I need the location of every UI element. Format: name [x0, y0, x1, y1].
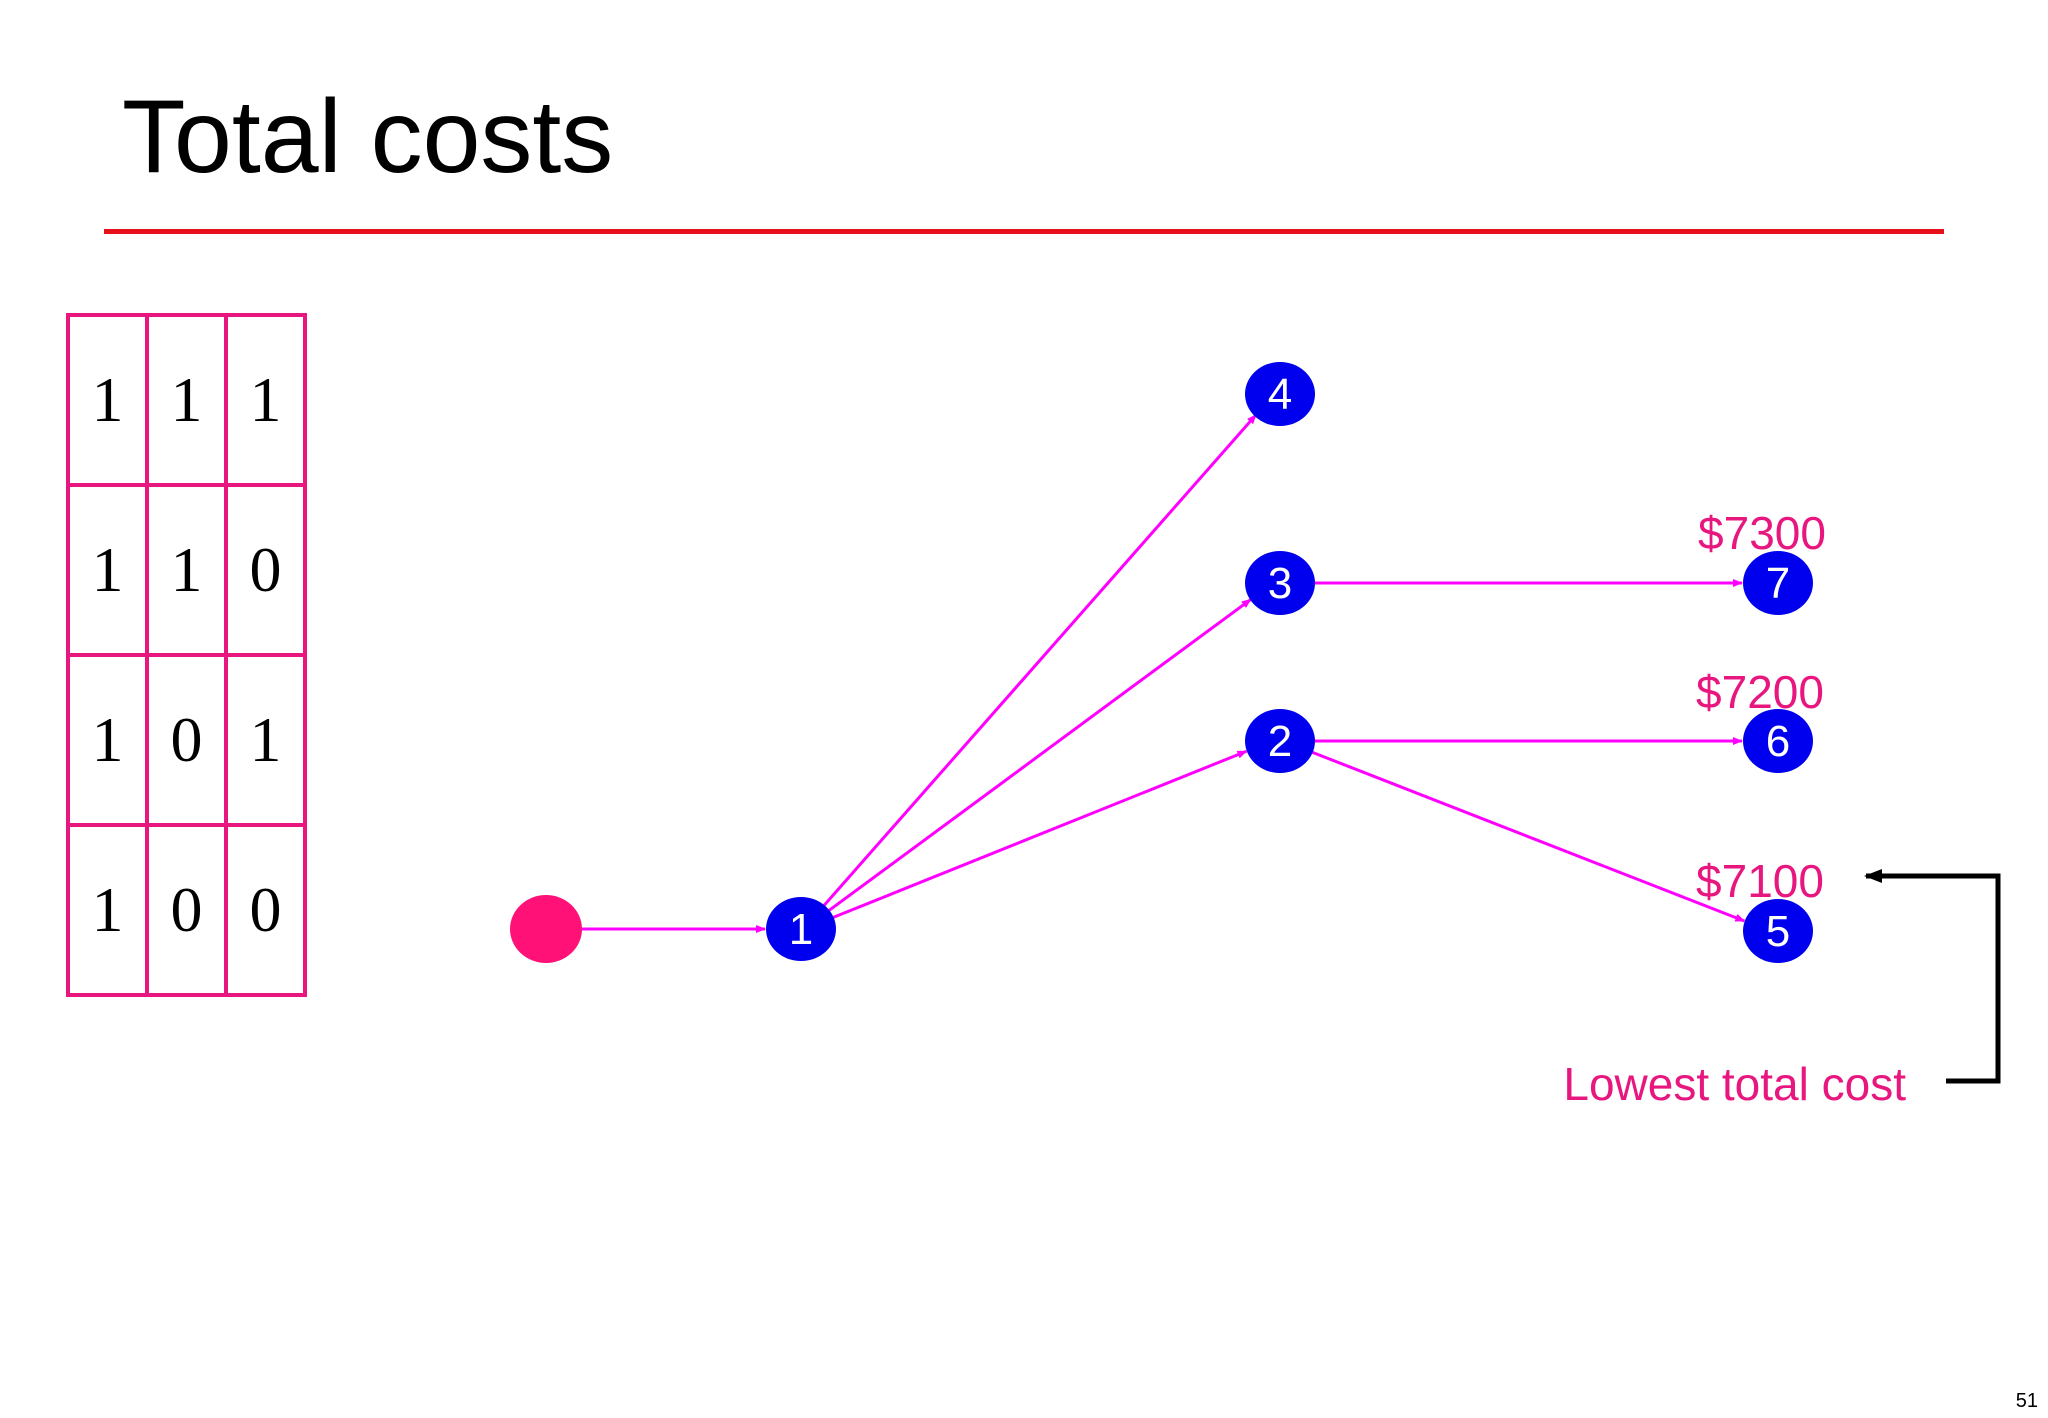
matrix-cell: 1 — [66, 313, 149, 487]
node-label: 6 — [1766, 717, 1790, 766]
node-circle — [1245, 362, 1315, 426]
node-circle — [1743, 709, 1813, 773]
node-circle — [1743, 899, 1813, 963]
tree-node-4: 4 — [1245, 362, 1315, 426]
matrix-cell: 0 — [145, 653, 228, 827]
cost-label-node-5: $7100 — [1696, 855, 1824, 907]
matrix-cell: 1 — [66, 653, 149, 827]
matrix-cell: 0 — [145, 823, 228, 997]
node-circle — [766, 897, 836, 961]
tree-node-5: 5 — [1743, 899, 1813, 963]
page-number: 51 — [2015, 1390, 2038, 1412]
edge-2-to-5 — [1308, 749, 1746, 923]
binary-matrix: 1 1 1 1 1 0 1 0 1 1 0 0 — [66, 313, 307, 997]
slide-title: Total costs — [122, 79, 614, 195]
node-circle — [1743, 551, 1813, 615]
lowest-cost-pointer-arrow — [1864, 869, 2001, 1084]
node-label: 7 — [1766, 559, 1790, 608]
matrix-cell: 1 — [224, 653, 307, 827]
node-circle — [1245, 551, 1315, 615]
node-circle — [1245, 709, 1315, 773]
edge-1-to-2 — [829, 749, 1248, 921]
tree-nodes: 1 2 3 4 5 6 7 — [510, 362, 1813, 963]
cost-label-node-7: $7300 — [1698, 507, 1826, 559]
tree-node-1: 1 — [766, 897, 836, 961]
matrix-cell: 0 — [224, 823, 307, 997]
edge-1-to-4 — [820, 413, 1258, 910]
matrix-row: 1 1 0 — [66, 483, 307, 657]
node-label: 2 — [1268, 717, 1292, 766]
tree-node-6: 6 — [1743, 709, 1813, 773]
matrix-cell: 1 — [66, 483, 149, 657]
matrix-cell: 0 — [224, 483, 307, 657]
root-node — [510, 895, 582, 963]
tree-node-2: 2 — [1245, 709, 1315, 773]
tree-node-3: 3 — [1245, 551, 1315, 615]
matrix-cell: 1 — [224, 313, 307, 487]
tree-node-7: 7 — [1743, 551, 1813, 615]
matrix-row: 1 0 1 — [66, 653, 307, 827]
node-label: 1 — [789, 905, 813, 954]
matrix-row: 1 1 1 — [66, 313, 307, 487]
tree-edges — [578, 413, 1746, 933]
node-label: 5 — [1766, 907, 1790, 956]
edge-1-to-3 — [825, 598, 1252, 914]
title-underline — [104, 229, 1944, 234]
cost-label-node-6: $7200 — [1696, 666, 1824, 718]
matrix-cell: 1 — [145, 313, 228, 487]
node-label: 3 — [1268, 559, 1292, 608]
matrix-cell: 1 — [66, 823, 149, 997]
lowest-cost-note: Lowest total cost — [1563, 1058, 1906, 1110]
matrix-row: 1 0 0 — [66, 823, 307, 997]
matrix-cell: 1 — [145, 483, 228, 657]
node-label: 4 — [1268, 370, 1292, 419]
